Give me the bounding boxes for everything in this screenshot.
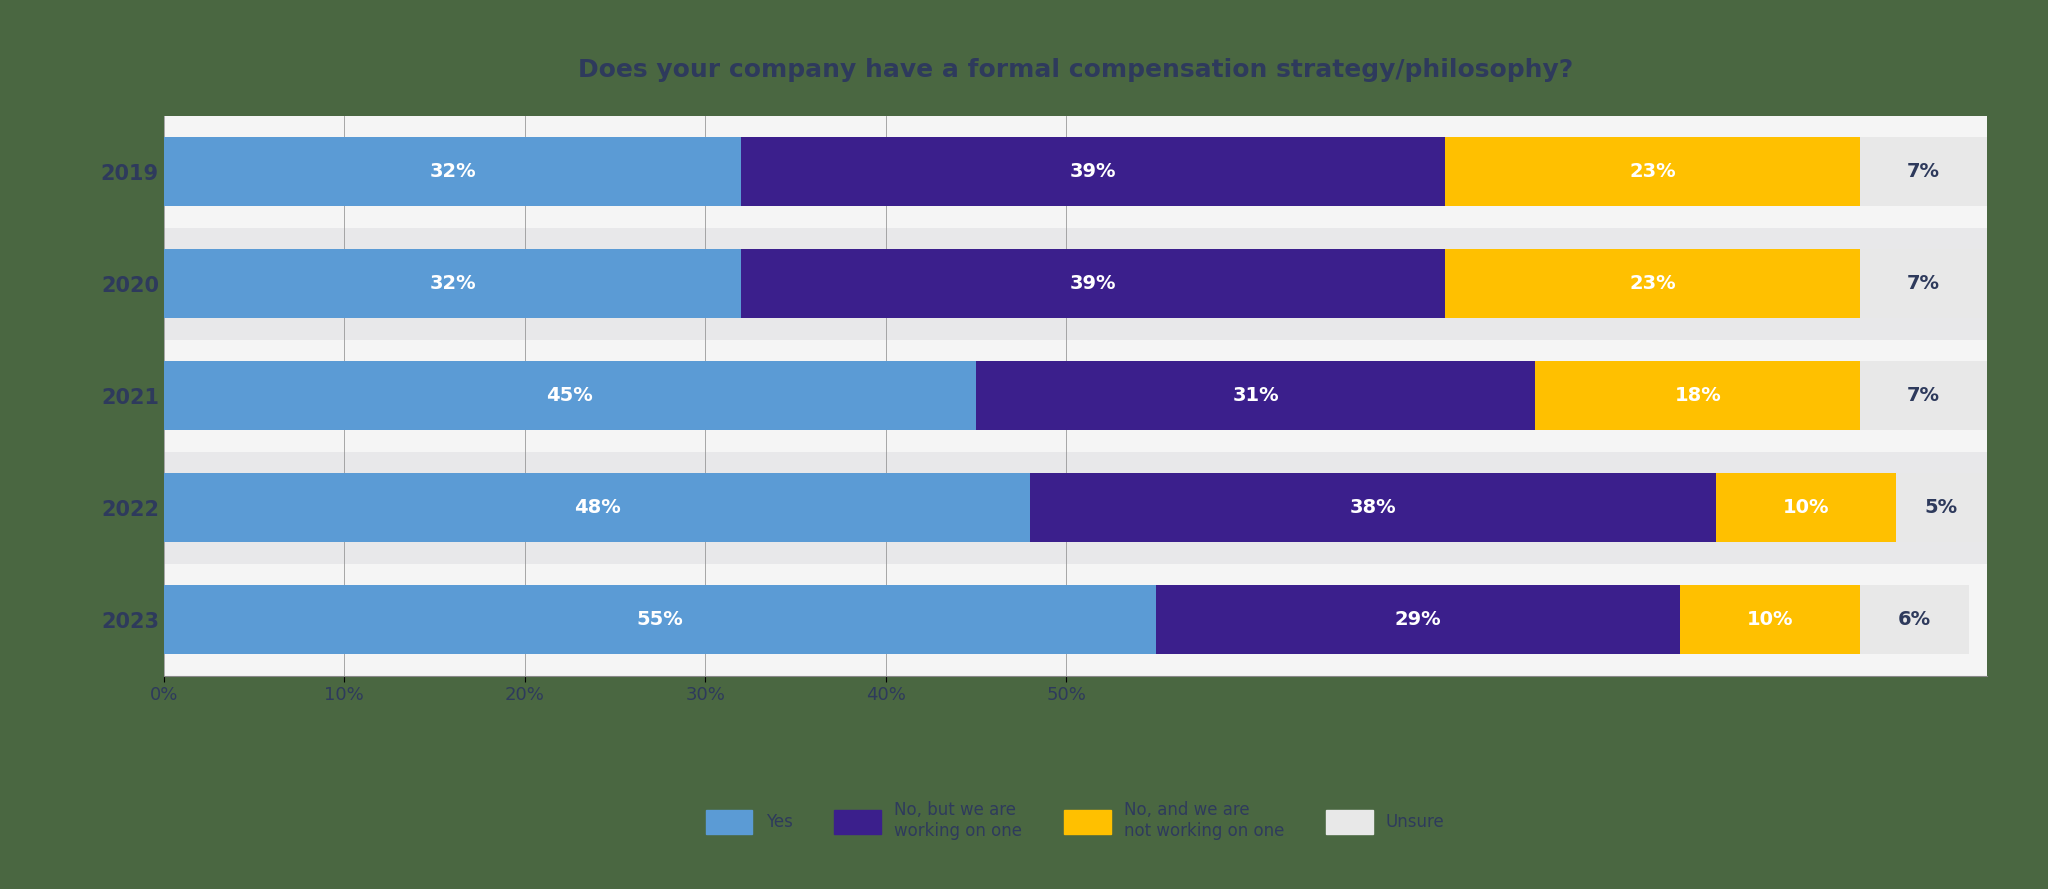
Text: 48%: 48% — [573, 498, 621, 517]
Text: 10%: 10% — [1747, 610, 1794, 629]
Bar — [1860, 137, 1987, 206]
Text: 39%: 39% — [1069, 274, 1116, 293]
Bar — [1860, 361, 1987, 430]
Bar — [1716, 473, 1896, 542]
Bar — [1446, 249, 1860, 318]
Text: 5%: 5% — [1925, 498, 1958, 517]
Bar — [164, 249, 741, 318]
Text: 31%: 31% — [1233, 386, 1280, 405]
Bar — [164, 473, 1030, 542]
Bar — [977, 361, 1536, 430]
Text: 23%: 23% — [1630, 162, 1675, 181]
Bar — [1860, 249, 1987, 318]
Text: 10%: 10% — [1784, 498, 1829, 517]
Text: 6%: 6% — [1898, 610, 1931, 629]
Bar — [164, 137, 741, 206]
Text: 18%: 18% — [1675, 386, 1720, 405]
Text: 39%: 39% — [1069, 162, 1116, 181]
Bar — [1896, 473, 1987, 542]
Title: Does your company have a formal compensation strategy/philosophy?: Does your company have a formal compensa… — [578, 58, 1573, 82]
Text: 7%: 7% — [1907, 162, 1939, 181]
Bar — [1536, 361, 1860, 430]
Text: 29%: 29% — [1395, 610, 1442, 629]
Bar — [164, 228, 1987, 340]
Bar — [164, 340, 1987, 452]
Bar — [164, 361, 977, 430]
Bar — [164, 116, 1987, 228]
Text: 7%: 7% — [1907, 274, 1939, 293]
Bar — [1679, 585, 1860, 654]
Text: 23%: 23% — [1630, 274, 1675, 293]
Text: 45%: 45% — [547, 386, 594, 405]
Bar — [164, 452, 1987, 564]
Text: 38%: 38% — [1350, 498, 1397, 517]
Bar — [1446, 137, 1860, 206]
Bar — [1030, 473, 1716, 542]
Bar — [741, 249, 1446, 318]
Bar — [741, 137, 1446, 206]
Text: 32%: 32% — [430, 274, 475, 293]
Text: 7%: 7% — [1907, 386, 1939, 405]
Bar — [164, 585, 1157, 654]
Text: 55%: 55% — [637, 610, 684, 629]
Bar — [1860, 585, 1968, 654]
Text: 32%: 32% — [430, 162, 475, 181]
Bar — [1157, 585, 1679, 654]
Bar — [164, 564, 1987, 676]
Legend: Yes, No, but we are
working on one, No, and we are
not working on one, Unsure: Yes, No, but we are working on one, No, … — [698, 795, 1452, 846]
